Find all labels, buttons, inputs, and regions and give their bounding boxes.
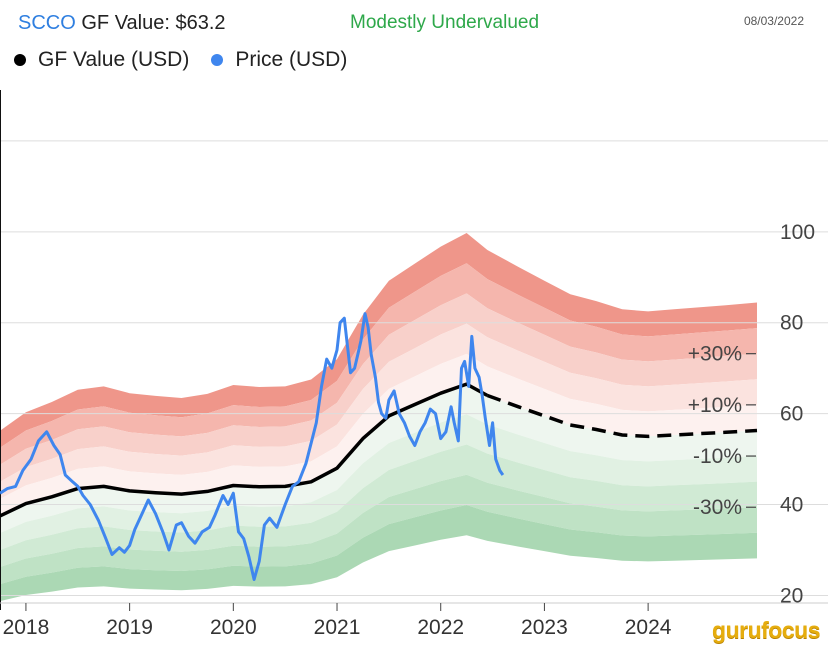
- x-tick-label: 2024: [625, 616, 672, 639]
- band-label: +30%: [688, 343, 742, 366]
- gridlines: [0, 90, 828, 610]
- legend-label-gf-value: GF Value (USD): [38, 48, 190, 71]
- y-tick-label: 80: [780, 312, 803, 335]
- x-tick-label: 2020: [210, 616, 257, 639]
- valuation-band-5: [0, 384, 757, 533]
- price-line: [0, 312, 505, 581]
- valuation-band-3: [0, 323, 757, 499]
- valuation-band-6: [0, 414, 757, 550]
- valuation-bands: [0, 233, 757, 602]
- y-tick-label: 20: [780, 584, 803, 607]
- valuation-band-9: [0, 505, 757, 602]
- band-label: +10%: [688, 394, 742, 417]
- gf-value-line: [0, 382, 489, 518]
- legend-dot-gf-value: [14, 54, 26, 66]
- chart-legend: GF Value (USD) Price (USD): [14, 48, 369, 72]
- legend-label-price: Price (USD): [235, 48, 348, 71]
- gf-value-text: GF Value: $63.2: [81, 12, 226, 34]
- x-tick-label: 2019: [106, 616, 153, 639]
- series-lines: [0, 312, 758, 581]
- gf-value-projection-line: [486, 393, 758, 439]
- x-tick-label: 2021: [314, 616, 361, 639]
- valuation-band-4: [0, 353, 757, 516]
- band-label: -10%: [693, 445, 742, 468]
- y-tick-label: 40: [780, 494, 803, 517]
- chart-title: SCCO GF Value: $63.2: [18, 12, 226, 35]
- band-label: -30%: [693, 496, 742, 519]
- as-of-date: 08/03/2022: [743, 14, 804, 28]
- gurufocus-logo: gurufocus: [712, 617, 820, 643]
- x-tick-label: 2022: [417, 616, 464, 639]
- ticker-symbol[interactable]: SCCO: [18, 12, 76, 34]
- x-axis: 2018 2019 2020 2021 2022 2023 2024: [3, 603, 672, 639]
- y-tick-label: 100: [780, 221, 815, 244]
- x-tick-label: 2018: [3, 616, 50, 639]
- legend-item-gf-value[interactable]: GF Value (USD): [14, 48, 189, 72]
- band-labels: +30% +10% -10% -30%: [688, 343, 756, 519]
- valuation-status: Modestly Undervalued: [350, 12, 540, 33]
- y-tick-label: 60: [780, 403, 803, 426]
- x-tick-label: 2023: [521, 616, 568, 639]
- legend-item-price[interactable]: Price (USD): [211, 48, 347, 72]
- y-axis: 20 40 60 80 100: [780, 221, 815, 608]
- legend-dot-price: [211, 54, 224, 66]
- chart-header: SCCO GF Value: $63.2 Modestly Undervalue…: [0, 0, 828, 90]
- valuation-band-8: [0, 474, 757, 585]
